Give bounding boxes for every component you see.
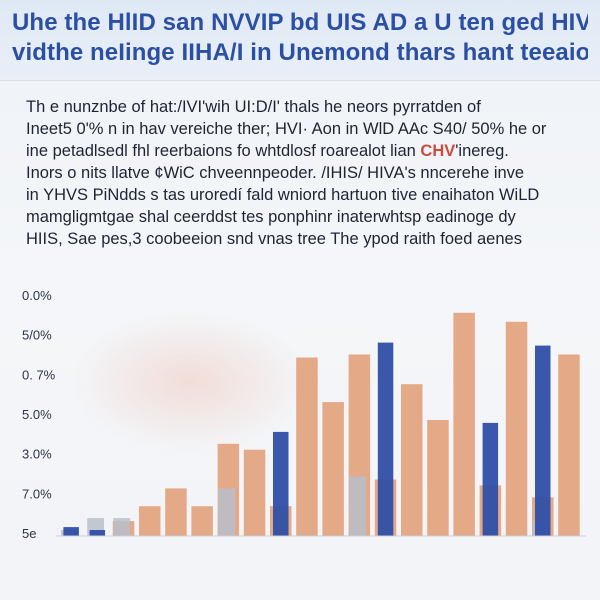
paragraph-line: Ineet5 0'% n in hav vereiche ther; HVI· … <box>26 120 547 138</box>
bar <box>349 476 366 536</box>
paragraph-line-text: ine petadlsedl fhl reerbaions fo whtdlos… <box>26 142 416 160</box>
bar <box>165 488 187 536</box>
bar-chart-svg: 0.0% 5/0% 0. 7% 5.0% 3.0% 7.0% 5e <box>22 288 586 541</box>
bar <box>558 354 580 536</box>
y-axis-ticks: 0.0% 5/0% 0. 7% 5.0% 3.0% 7.0% 5e <box>22 288 56 541</box>
paragraph-line: Th e nunznbe of hat:/IVI'wih UI:D/I' tha… <box>26 98 481 116</box>
bar <box>139 506 161 536</box>
paragraph-line: HIIS, Sae pes,3 coobeeion snd vnas tree … <box>26 230 522 248</box>
bar <box>322 402 344 536</box>
bar <box>377 342 394 536</box>
paragraph-line: mamgligmtgae shal ceerddst tes ponphinr … <box>26 208 516 226</box>
paragraph-line: in YHVS PiNdds s tas uroredí fald wniord… <box>26 186 540 204</box>
y-tick-label: 5e <box>22 526 36 541</box>
bar <box>482 422 499 536</box>
paragraph-line: Inors o nits llatve ¢WiC chveennpeoder. … <box>26 164 525 182</box>
bars <box>61 312 580 536</box>
bar <box>63 527 79 536</box>
bar <box>296 357 318 536</box>
y-tick-label: 0. 7% <box>22 367 56 382</box>
y-tick-label: 0.0% <box>22 288 52 303</box>
y-tick-label: 3.0% <box>22 447 52 462</box>
paragraph-line-text: 'inereg. <box>455 142 509 160</box>
bar <box>401 384 423 536</box>
title-line-2: vidthe neIinge IIHA/I in Unemond thars h… <box>12 39 588 66</box>
title-line-1: Uhe the HlID san NVVIP bd UIS AD a U ten… <box>12 9 588 36</box>
bar <box>427 420 449 536</box>
bar <box>243 449 266 536</box>
bar-chart: 0.0% 5/0% 0. 7% 5.0% 3.0% 7.0% 5e <box>0 262 600 600</box>
bar <box>89 530 106 536</box>
y-tick-label: 5/0% <box>22 328 52 343</box>
bar <box>453 312 475 536</box>
y-tick-label: 5.0% <box>22 407 52 422</box>
bar <box>218 488 235 536</box>
bar <box>191 506 213 536</box>
page-title: Uhe the HlID san NVVIP bd UIS AD a U ten… <box>12 8 588 68</box>
background-haze <box>70 312 310 452</box>
header-banner: Uhe the HlID san NVVIP bd UIS AD a U ten… <box>0 0 600 81</box>
bar <box>505 321 528 536</box>
paragraph-line: ine petadlsedl fhl reerbaions fo whtdlos… <box>26 140 581 162</box>
bar <box>113 518 131 536</box>
bar <box>273 431 289 536</box>
highlighted-term: CHV <box>420 142 456 160</box>
bar <box>535 345 551 536</box>
y-tick-label: 7.0% <box>22 486 52 501</box>
description-paragraph: Th e nunznbe of hat:/IVI'wih UI:D/I' tha… <box>26 96 581 250</box>
